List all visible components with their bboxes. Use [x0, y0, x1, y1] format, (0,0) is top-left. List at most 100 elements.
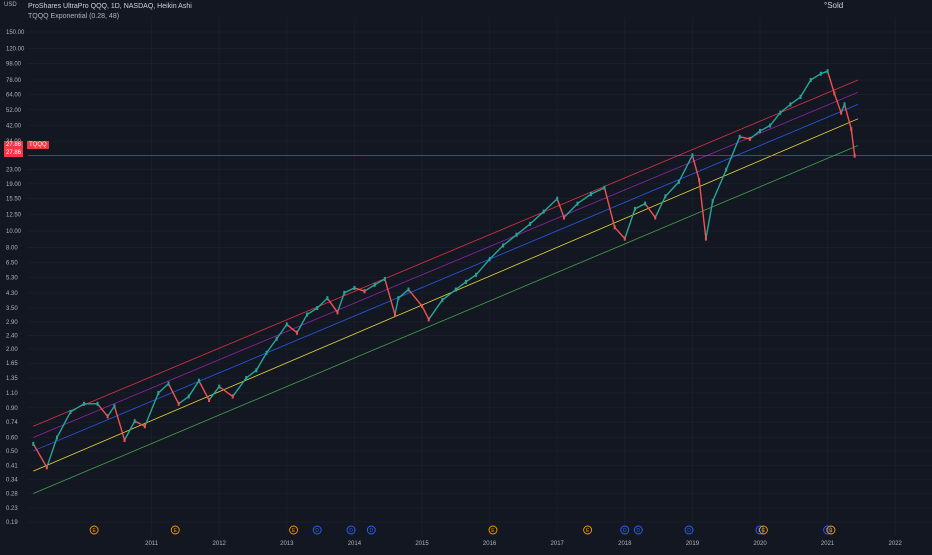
y-tick-label: 19.00 [6, 182, 22, 188]
dividend-marker [755, 525, 765, 535]
price-segment [749, 130, 761, 140]
dividend-marker [823, 525, 833, 535]
price-segment [556, 198, 565, 218]
price-segment [316, 297, 328, 309]
y-tick-label: 0.19 [6, 520, 18, 526]
price-segment [810, 73, 822, 81]
price-point [454, 287, 457, 292]
earnings-marker [89, 525, 99, 535]
y-tick-label: 42.00 [6, 123, 22, 129]
price-segment [475, 258, 491, 276]
x-tick-label: 2021 [821, 541, 835, 547]
last-price-tag: 27.86 [4, 141, 24, 149]
price-segment [529, 211, 545, 225]
price-point [464, 279, 467, 284]
price-segment [167, 383, 180, 405]
price-segment [779, 103, 791, 114]
x-tick-label: 2017 [551, 541, 565, 547]
event-marker-label: D [758, 528, 762, 534]
y-tick-label: 3.50 [6, 306, 18, 312]
price-point [711, 199, 714, 204]
y-tick-label: 0.90 [6, 406, 18, 412]
price-point [748, 136, 751, 141]
price-segment [255, 352, 268, 371]
price-segment [157, 383, 169, 394]
y-tick-label: 2.40 [6, 334, 18, 340]
price-point [704, 236, 707, 241]
price-point [123, 438, 126, 443]
price-segment [516, 223, 531, 236]
price-point [106, 414, 109, 419]
y-tick-label: 6.50 [6, 261, 18, 267]
price-point [383, 276, 386, 281]
event-marker-label: D [369, 528, 373, 534]
event-marker-label: D [637, 528, 641, 534]
price-segment [455, 281, 467, 291]
dividend-marker [633, 525, 643, 535]
price-point [45, 465, 48, 470]
price-point [208, 398, 211, 403]
price-segment [343, 287, 355, 294]
x-tick-label: 2018 [618, 541, 632, 547]
price-point [32, 441, 35, 446]
price-segment [178, 395, 190, 405]
symbol-title[interactable]: ProShares UltraPro QQQ, 1D, NASDAQ, Heik… [28, 3, 192, 10]
y-tick-label: 98.00 [6, 61, 22, 67]
price-point [840, 110, 843, 115]
event-marker-label: E [92, 528, 96, 534]
dividend-marker [366, 525, 376, 535]
earnings-marker [583, 525, 593, 535]
event-marker-label: E [829, 528, 833, 534]
price-point [515, 232, 518, 237]
y-tick-label: 52.00 [6, 108, 22, 114]
price-point [576, 201, 579, 206]
price-point [306, 312, 309, 317]
price-point [691, 153, 694, 158]
price-point [529, 221, 532, 226]
price-segment [113, 405, 126, 441]
indicator-legend[interactable]: TQQQ Exponential (0.28, 48) [28, 13, 120, 20]
price-segment [407, 289, 423, 307]
price-segment [336, 292, 345, 313]
price-point [187, 394, 190, 399]
price-segment [198, 380, 210, 401]
price-point [613, 225, 616, 230]
y-tick-label: 8.00 [6, 245, 18, 251]
price-point [265, 350, 268, 355]
price-point [843, 102, 846, 107]
dividend-marker [346, 525, 356, 535]
price-point [644, 201, 647, 206]
price-point [664, 194, 667, 199]
price-segment [232, 377, 247, 397]
price-segment [577, 193, 592, 205]
price-point [725, 167, 728, 172]
price-segment [276, 323, 288, 340]
price-point [590, 192, 592, 197]
y-tick-label: 2.00 [6, 347, 18, 353]
price-segment [218, 386, 234, 398]
price-point [363, 289, 366, 294]
event-marker-label: E [491, 528, 495, 534]
y-tick-label: 120.00 [6, 46, 25, 52]
sold-label: °Sold [824, 1, 844, 10]
price-point [167, 381, 170, 386]
price-segment [843, 104, 852, 130]
price-segment [32, 443, 48, 468]
price-point [326, 296, 329, 301]
price-point [441, 298, 444, 303]
price-segment [428, 299, 443, 320]
price-point [502, 243, 505, 248]
y-tick-label: 0.23 [6, 506, 18, 512]
price-segment [123, 420, 136, 441]
price-segment [188, 380, 200, 397]
event-marker-label: D [826, 528, 830, 534]
price-point [654, 215, 657, 220]
price-segment [790, 96, 801, 105]
earnings-marker [758, 525, 768, 535]
y-tick-label: 64.00 [6, 93, 22, 99]
y-tick-label: 0.41 [6, 464, 18, 470]
price-segment [698, 179, 707, 239]
